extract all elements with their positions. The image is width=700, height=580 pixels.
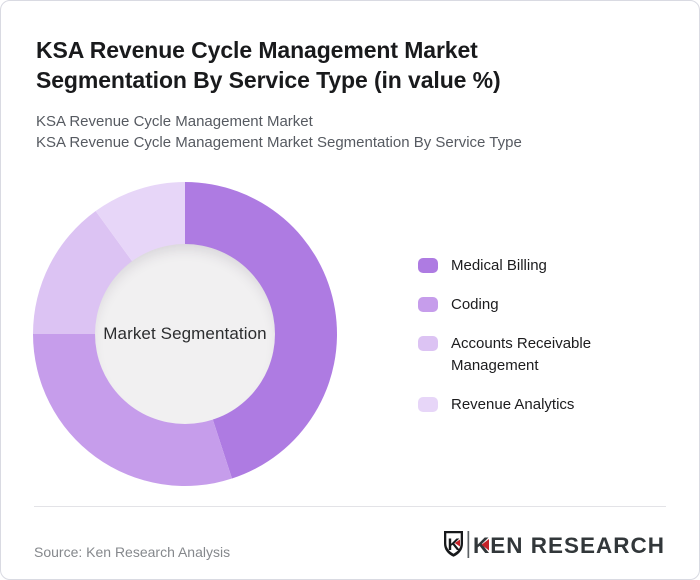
legend-label: Accounts Receivable Management	[451, 335, 592, 374]
svg-text:K: K	[448, 535, 461, 554]
source-text: Source: Ken Research Analysis	[34, 544, 231, 560]
donut-chart: Market Segmentation	[33, 182, 337, 486]
donut-center-label: Market Segmentation	[95, 244, 275, 424]
legend-item: Accounts Receivable Management	[418, 333, 636, 377]
chart-legend: Medical Billing Coding Accounts Receivable…	[418, 255, 636, 416]
logo-separator	[467, 531, 470, 558]
chart-subtitles: KSA Revenue Cycle Management Market KSA …	[36, 111, 656, 153]
legend-item: Coding	[418, 294, 636, 316]
legend-swatch	[418, 336, 438, 351]
shield-k-icon: K	[444, 531, 463, 557]
chart-title: KSA Revenue Cycle Management Market Segm…	[36, 37, 501, 93]
legend-label: Coding	[451, 296, 499, 313]
legend-label: Revenue Analytics	[451, 396, 575, 413]
legend-swatch	[418, 297, 438, 312]
brand-wordmark: KEN RESEARCH	[473, 533, 665, 558]
legend-item: Revenue Analytics	[418, 394, 636, 416]
legend-item: Medical Billing	[418, 255, 636, 277]
legend-swatch	[418, 397, 438, 412]
wordmark-k-accent	[481, 539, 489, 551]
footer-divider	[34, 506, 666, 507]
ken-research-logo: K KEN RESEARCH	[439, 528, 667, 562]
subtitle-line-2: KSA Revenue Cycle Management Market Segm…	[36, 134, 522, 151]
legend-label: Medical Billing	[451, 257, 547, 274]
legend-swatch	[418, 258, 438, 273]
subtitle-line-1: KSA Revenue Cycle Management Market	[36, 113, 313, 130]
